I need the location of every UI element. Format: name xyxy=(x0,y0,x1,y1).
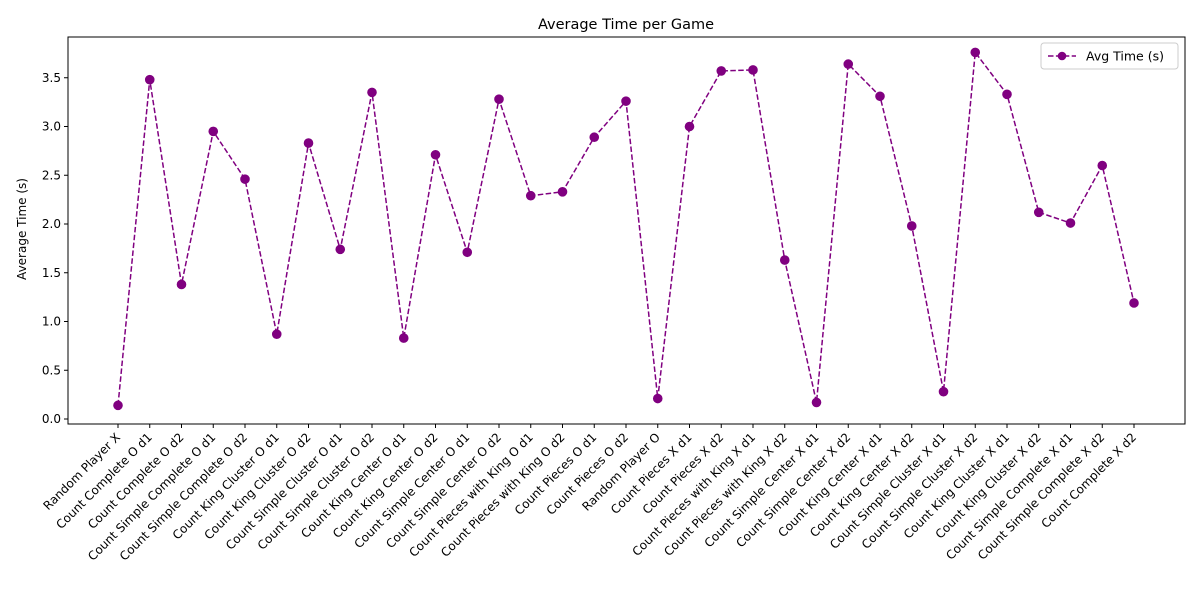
chart-title: Average Time per Game xyxy=(538,17,714,33)
data-point xyxy=(271,329,282,339)
y-tick-label: 2.0 xyxy=(42,217,61,231)
data-point xyxy=(716,66,727,76)
data-point xyxy=(176,279,187,290)
y-tick-label: 1.5 xyxy=(42,266,61,280)
data-point xyxy=(113,400,123,411)
data-point xyxy=(1129,298,1139,308)
data-point xyxy=(684,121,695,132)
data-point xyxy=(589,132,600,143)
y-tick-label: 3.0 xyxy=(42,120,61,134)
axes-frame xyxy=(67,36,1186,425)
data-point xyxy=(525,190,536,201)
y-tick-label: 2.5 xyxy=(42,168,61,182)
data-point xyxy=(811,397,822,408)
data-point xyxy=(208,126,219,137)
data-point xyxy=(462,247,473,258)
data-point xyxy=(779,255,790,265)
data-point xyxy=(367,87,377,98)
data-point xyxy=(652,393,663,404)
data-point xyxy=(1033,207,1044,218)
legend-label: Avg Time (s) xyxy=(1086,49,1164,64)
y-tick-label: 3.5 xyxy=(42,71,61,85)
data-point xyxy=(970,47,981,58)
data-point xyxy=(621,96,631,106)
legend: Avg Time (s) xyxy=(1040,42,1179,70)
data-point xyxy=(335,244,346,255)
data-point xyxy=(144,74,155,85)
data-point xyxy=(303,138,314,148)
data-point xyxy=(1065,218,1076,228)
legend-box xyxy=(1040,42,1179,70)
data-point xyxy=(494,94,504,104)
data-point xyxy=(748,65,758,75)
y-tick-label: 0.5 xyxy=(42,363,61,377)
data-point xyxy=(240,174,250,184)
data-point xyxy=(938,386,949,397)
data-point xyxy=(1097,160,1108,171)
data-point xyxy=(875,91,885,102)
data-point xyxy=(398,333,409,343)
data-point xyxy=(843,59,854,69)
data-point xyxy=(557,187,568,197)
y-axis-title: Average Time (s) xyxy=(15,178,29,280)
data-point xyxy=(430,149,441,160)
legend-marker xyxy=(1057,51,1067,61)
y-tick-label: 0.0 xyxy=(42,412,61,426)
data-point xyxy=(1002,89,1012,100)
y-tick-label: 1.0 xyxy=(42,315,61,329)
data-point xyxy=(906,221,917,231)
